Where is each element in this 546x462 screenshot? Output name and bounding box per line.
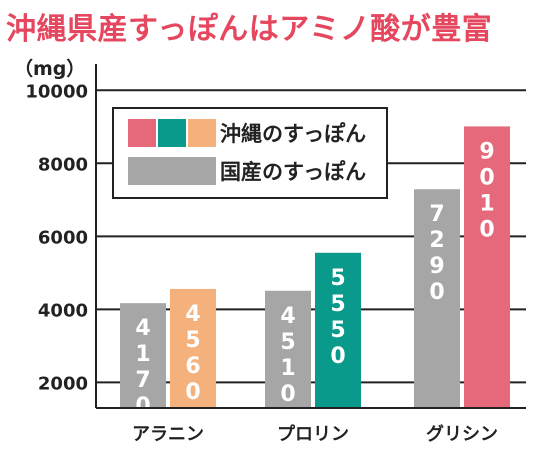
legend-label-domestic: 国産のすっぽん [220,160,366,184]
bar-okinawa [170,288,216,408]
bar-okinawa [315,252,361,408]
legend-label-okinawa: 沖縄のすっぽん [220,122,366,146]
bars: 4 1 7 0 4 5 6 0 4 5 1 0 5 5 5 0 7 2 9 0 9 0 1 0 [120,126,510,419]
y-axis-unit: （mg） [14,58,86,80]
x-category-label: アラニン [132,424,204,445]
legend-swatch-okinawa [128,119,156,147]
bar-okinawa [464,126,510,408]
legend-swatch-okinawa [158,119,186,147]
y-tick-label: 10000 [25,81,88,102]
bar-domestic [265,290,311,408]
x-category-label: グリシン [426,423,498,445]
bar-domestic [120,303,166,408]
bar-domestic [414,189,460,408]
chart-title: 沖縄県産すっぽんはアミノ酸が豊富 [6,12,493,47]
legend-swatch-domestic [128,157,216,185]
y-tick-label: 6000 [38,227,88,248]
y-tick-label: 4000 [38,300,88,321]
axes: 2000 4000 6000 8000 10000 アラニン プロリン グリシン [25,64,526,445]
y-tick-label: 8000 [38,154,88,175]
y-tick-label: 2000 [38,373,88,394]
x-category-label: プロリン [277,423,349,445]
legend-swatch-okinawa [188,119,216,147]
